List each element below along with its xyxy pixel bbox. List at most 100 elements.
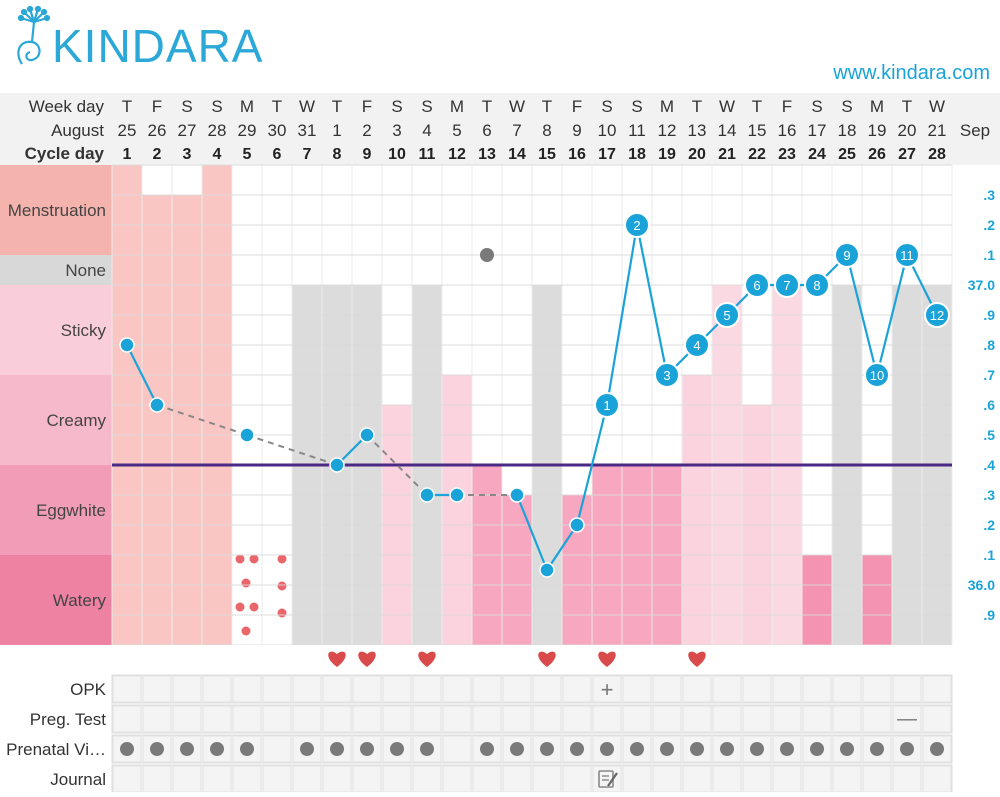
bottom-cell[interactable]	[352, 765, 382, 793]
kindara-logo[interactable]: KINDARA	[17, 5, 263, 72]
prenatal-dot-icon[interactable]	[150, 742, 164, 756]
temp-point[interactable]	[119, 337, 135, 353]
bottom-cell[interactable]	[742, 705, 772, 733]
bottom-cell[interactable]	[292, 705, 322, 733]
temp-point-numbered[interactable]	[894, 242, 920, 268]
temp-point-numbered[interactable]	[924, 302, 950, 328]
bottom-cell[interactable]	[682, 765, 712, 793]
bottom-cell[interactable]	[412, 765, 442, 793]
bottom-cell[interactable]	[112, 675, 142, 703]
prenatal-dot-icon[interactable]	[300, 742, 314, 756]
bottom-cell[interactable]	[382, 705, 412, 733]
bottom-cell[interactable]	[532, 705, 562, 733]
bottom-cell[interactable]	[322, 705, 352, 733]
heart-icon[interactable]	[688, 651, 706, 667]
prenatal-dot-icon[interactable]	[420, 742, 434, 756]
bottom-cell[interactable]	[352, 675, 382, 703]
bottom-cell[interactable]	[622, 705, 652, 733]
heart-icon[interactable]	[358, 651, 376, 667]
bottom-cell[interactable]	[202, 765, 232, 793]
prenatal-dot-icon[interactable]	[390, 742, 404, 756]
bottom-cell[interactable]	[412, 705, 442, 733]
bottom-cell[interactable]	[772, 705, 802, 733]
bottom-cell[interactable]	[502, 705, 532, 733]
bottom-cell[interactable]	[142, 765, 172, 793]
temp-point-numbered[interactable]	[594, 392, 620, 418]
bottom-cell[interactable]	[442, 735, 472, 763]
bottom-cell[interactable]	[892, 675, 922, 703]
bottom-cell[interactable]	[172, 765, 202, 793]
bottom-cell[interactable]	[682, 705, 712, 733]
bottom-cell[interactable]	[472, 675, 502, 703]
heart-icon[interactable]	[538, 651, 556, 667]
bottom-cell[interactable]	[922, 765, 952, 793]
prenatal-dot-icon[interactable]	[690, 742, 704, 756]
prenatal-dot-icon[interactable]	[240, 742, 254, 756]
bottom-cell[interactable]	[442, 675, 472, 703]
prenatal-dot-icon[interactable]	[180, 742, 194, 756]
bottom-cell[interactable]	[442, 765, 472, 793]
bottom-cell[interactable]	[562, 675, 592, 703]
bottom-cell[interactable]	[352, 705, 382, 733]
bottom-cell[interactable]	[682, 675, 712, 703]
bottom-cell[interactable]	[502, 675, 532, 703]
bottom-cell[interactable]	[892, 765, 922, 793]
bottom-cell[interactable]	[232, 675, 262, 703]
bottom-cell[interactable]	[802, 705, 832, 733]
opk-positive-icon[interactable]: +	[601, 677, 614, 702]
bottom-cell[interactable]	[382, 675, 412, 703]
bottom-cell[interactable]	[322, 675, 352, 703]
prenatal-dot-icon[interactable]	[780, 742, 794, 756]
bottom-cell[interactable]	[562, 705, 592, 733]
bottom-cell[interactable]	[862, 765, 892, 793]
prenatal-dot-icon[interactable]	[840, 742, 854, 756]
bottom-cell[interactable]	[262, 735, 292, 763]
temp-point[interactable]	[509, 487, 525, 503]
bottom-cell[interactable]	[742, 765, 772, 793]
bottom-cell[interactable]	[172, 705, 202, 733]
bottom-cell[interactable]	[772, 765, 802, 793]
bottom-cell[interactable]	[832, 705, 862, 733]
temp-point[interactable]	[149, 397, 165, 413]
bottom-cell[interactable]	[712, 675, 742, 703]
bottom-cell[interactable]	[202, 705, 232, 733]
temp-point-numbered[interactable]	[714, 302, 740, 328]
bottom-cell[interactable]	[382, 765, 412, 793]
journal-icon[interactable]	[598, 770, 618, 788]
bottom-cell[interactable]	[472, 765, 502, 793]
bottom-cell[interactable]	[322, 765, 352, 793]
temp-point-numbered[interactable]	[684, 332, 710, 358]
bottom-cell[interactable]	[832, 765, 862, 793]
bottom-cell[interactable]	[892, 705, 922, 733]
bottom-cell[interactable]	[142, 675, 172, 703]
bottom-cell[interactable]	[112, 705, 142, 733]
prenatal-dot-icon[interactable]	[360, 742, 374, 756]
bottom-cell[interactable]	[802, 765, 832, 793]
heart-icon[interactable]	[418, 651, 436, 667]
bottom-cell[interactable]	[712, 705, 742, 733]
bottom-cell[interactable]	[862, 675, 892, 703]
bottom-cell[interactable]	[562, 765, 592, 793]
prenatal-dot-icon[interactable]	[630, 742, 644, 756]
temp-point[interactable]	[539, 562, 555, 578]
bottom-cell[interactable]	[502, 765, 532, 793]
bottom-cell[interactable]	[622, 765, 652, 793]
preg-negative-icon[interactable]: —	[897, 708, 917, 730]
bottom-cell[interactable]	[142, 705, 172, 733]
temp-point[interactable]	[239, 427, 255, 443]
bottom-cell[interactable]	[922, 705, 952, 733]
prenatal-dot-icon[interactable]	[330, 742, 344, 756]
bottom-cell[interactable]	[652, 765, 682, 793]
bottom-cell[interactable]	[292, 675, 322, 703]
bottom-cell[interactable]	[862, 705, 892, 733]
bottom-cell[interactable]	[442, 705, 472, 733]
website-link[interactable]: www.kindara.com	[832, 62, 990, 84]
temp-point[interactable]	[359, 427, 375, 443]
prenatal-dot-icon[interactable]	[720, 742, 734, 756]
bottom-cell[interactable]	[532, 675, 562, 703]
temp-point[interactable]	[419, 487, 435, 503]
prenatal-dot-icon[interactable]	[900, 742, 914, 756]
temp-point[interactable]	[329, 457, 345, 473]
prenatal-dot-icon[interactable]	[810, 742, 824, 756]
temp-point[interactable]	[449, 487, 465, 503]
